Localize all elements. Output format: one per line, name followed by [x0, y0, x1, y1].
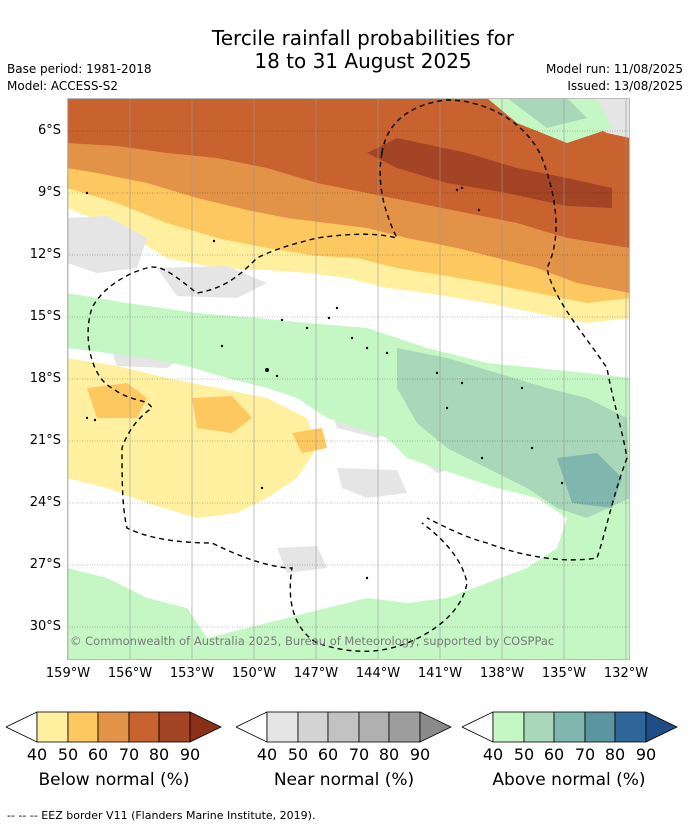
cb-above-tick: 60 [543, 745, 565, 764]
colorbar-swatch [158, 711, 191, 743]
lat-label: 18°S [29, 371, 61, 386]
model-run: Model run: 11/08/2025 [545, 62, 683, 76]
lon-label: 156°W [107, 666, 153, 681]
lat-label: 27°S [29, 557, 61, 572]
cb-above-tick: 90 [635, 745, 657, 764]
colorbar-low-arrow [462, 711, 494, 743]
eez-legend-note: -- -- -- EEZ border V11 (Flanders Marine… [7, 809, 316, 822]
colorbar-swatch [266, 711, 299, 743]
cb-below-tick: 60 [87, 745, 109, 764]
below-normal-80-band [367, 138, 612, 208]
colorbar-title-below: Below normal (%) [38, 770, 190, 790]
colorbar-swatch [297, 711, 329, 743]
above-normal-60-area [557, 453, 622, 508]
cb-near-tick: 70 [348, 745, 370, 764]
base-period: Base period: 1981-2018 [7, 62, 152, 76]
colorbar-swatch [128, 711, 160, 743]
colorbar-swatch [553, 711, 586, 743]
lat-label: 9°S [37, 185, 61, 200]
colorbar-title-above: Above normal (%) [492, 770, 646, 790]
colorbar-swatch [358, 711, 390, 743]
cb-near-tick: 90 [409, 745, 431, 764]
below-normal-50-sw [87, 383, 147, 418]
lon-label: 138°W [479, 666, 525, 681]
cb-below-tick: 50 [57, 745, 79, 764]
issued-date: Issued: 13/08/2025 [567, 79, 683, 93]
near-normal-patch-w1 [67, 216, 147, 273]
lon-label: 135°W [541, 666, 587, 681]
cb-near-tick: 40 [256, 745, 278, 764]
colorbar-low-arrow [236, 711, 268, 743]
map-title-line2: 18 to 31 August 2025 [254, 49, 472, 73]
colorbar-swatch [97, 711, 130, 743]
lon-label: 153°W [169, 666, 215, 681]
lat-label: 21°S [29, 433, 61, 448]
cb-above-tick: 40 [482, 745, 504, 764]
meridians [67, 98, 627, 660]
cb-above-tick: 70 [574, 745, 596, 764]
cb-near-tick: 80 [378, 745, 400, 764]
rainfall-map [67, 98, 630, 660]
colorbar-swatch [584, 711, 616, 743]
cb-below-tick: 70 [118, 745, 140, 764]
colorbar-swatch [67, 711, 99, 743]
lon-label: 159°W [45, 666, 91, 681]
cb-near-tick: 50 [287, 745, 309, 764]
below-normal-50-sw2 [192, 396, 252, 433]
lon-label: 150°W [231, 666, 277, 681]
colorbar-near-normal [236, 711, 452, 743]
cb-near-tick: 60 [317, 745, 339, 764]
lon-label: 141°W [417, 666, 463, 681]
colorbar-title-near: Near normal (%) [273, 770, 415, 790]
map-copyright: © Commonwealth of Australia 2025, Bureau… [70, 634, 555, 648]
colorbar-high-arrow [189, 711, 222, 743]
lat-label: 12°S [29, 247, 61, 262]
lat-label: 24°S [29, 495, 61, 510]
lon-label: 144°W [355, 666, 401, 681]
map-title-line1: Tercile rainfall probabilities for [211, 26, 515, 50]
colorbar-swatch [388, 711, 421, 743]
colorbar-high-arrow [645, 711, 678, 743]
lon-label: 132°W [603, 666, 649, 681]
colorbar-swatch [614, 711, 647, 743]
near-normal-patch-s1 [277, 546, 327, 573]
islands [85, 186, 564, 580]
below-normal-70-band [67, 98, 630, 248]
cb-below-tick: 80 [148, 745, 170, 764]
cb-above-tick: 50 [513, 745, 535, 764]
cb-below-tick: 40 [26, 745, 48, 764]
model-name: Model: ACCESS-S2 [7, 79, 119, 93]
colorbar-below-normal [6, 711, 222, 743]
lat-label: 6°S [37, 123, 61, 138]
near-normal-patch-c3 [337, 468, 407, 498]
colorbar-high-arrow [419, 711, 452, 743]
lat-label: 30°S [29, 619, 61, 634]
below-normal-50-c [292, 428, 327, 453]
lat-label: 15°S [29, 309, 61, 324]
colorbar-above-normal [462, 711, 678, 743]
colorbar-swatch [36, 711, 69, 743]
colorbar-swatch [523, 711, 555, 743]
colorbar-low-arrow [6, 711, 38, 743]
colorbar-swatch [492, 711, 525, 743]
lon-label: 147°W [293, 666, 339, 681]
cb-above-tick: 80 [604, 745, 626, 764]
cb-below-tick: 90 [179, 745, 201, 764]
eez-border [87, 99, 628, 652]
above-normal-50-ne [507, 98, 587, 128]
colorbar-swatch [327, 711, 360, 743]
